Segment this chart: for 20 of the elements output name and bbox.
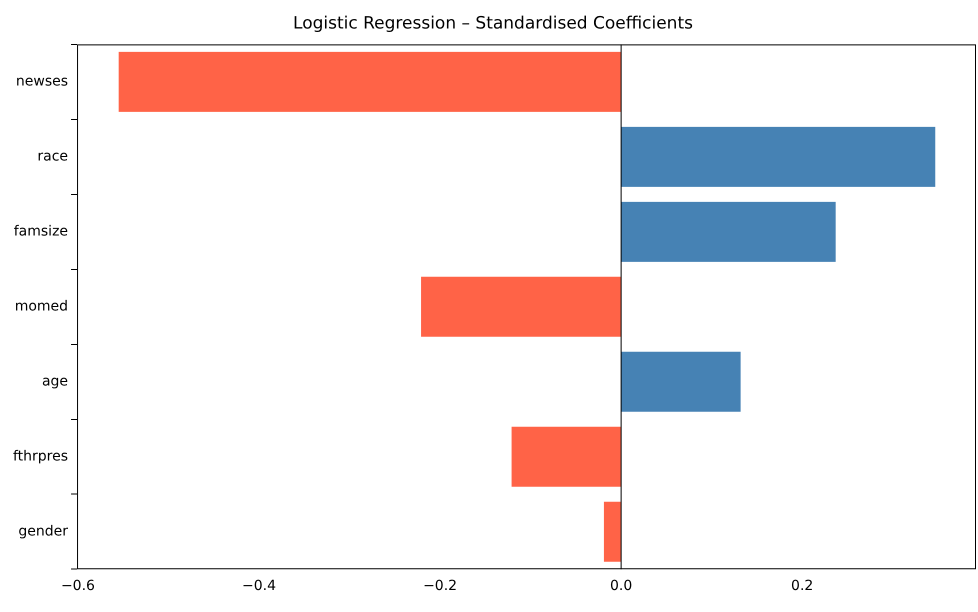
- bar: [621, 352, 741, 412]
- y-tick-label: momed: [14, 298, 68, 314]
- x-tick-label: −0.4: [242, 578, 276, 594]
- bar: [118, 52, 622, 112]
- y-tick-label: fthrpres: [12, 448, 68, 464]
- y-tick-label: race: [37, 148, 68, 164]
- bar: [621, 202, 836, 262]
- x-tick-label: 0.2: [791, 578, 814, 594]
- y-tick-label: newses: [16, 74, 68, 90]
- bar: [421, 276, 622, 337]
- x-tick-label: −0.2: [423, 578, 458, 594]
- bar: [512, 426, 622, 487]
- bar: [621, 126, 936, 187]
- y-tick-label: age: [42, 373, 68, 390]
- y-tick-label: famsize: [14, 223, 68, 240]
- y-tick-label: gender: [18, 523, 68, 540]
- x-tick-label: 0.0: [610, 578, 632, 594]
- x-tick-label: −0.6: [60, 578, 96, 594]
- chart-title: Logistic Regression – Standardised Coefficients: [293, 14, 694, 34]
- bar: [604, 502, 622, 562]
